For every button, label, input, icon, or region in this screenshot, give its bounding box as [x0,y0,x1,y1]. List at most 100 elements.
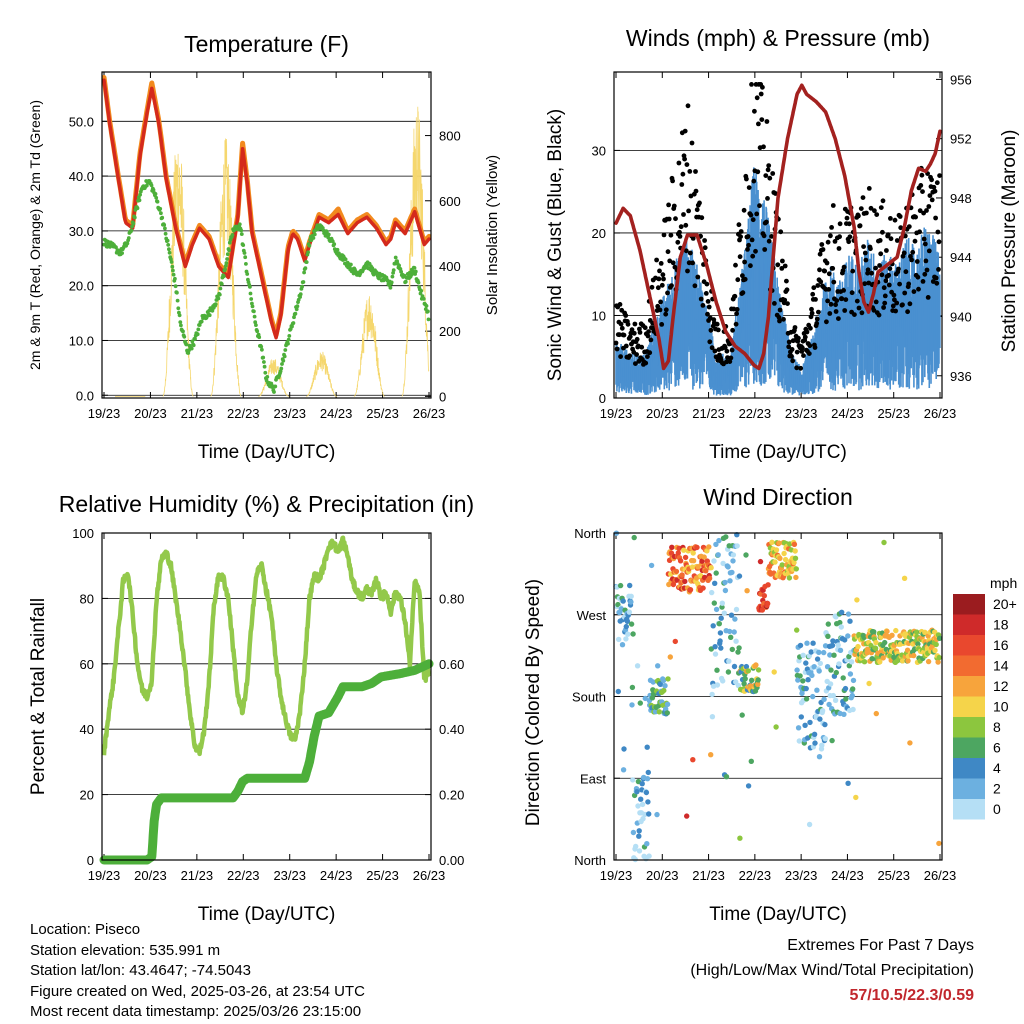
chart-title: Winds (mph) & Pressure (mb) [626,25,930,51]
direction-point [753,662,759,668]
direction-point [655,663,661,669]
dewpoint-point [225,257,230,261]
chart-title: Temperature (F) [184,31,349,57]
gust-point [846,239,852,245]
dewpoint-point [163,231,168,236]
direction-point [816,649,822,655]
gust-point [627,334,633,340]
gust-point [665,290,670,296]
dewpoint-point [191,343,196,348]
gust-point [924,208,929,213]
direction-point [829,642,836,649]
x-tick-label: 23/23 [785,406,818,421]
gust-point [778,229,784,235]
direction-point [615,601,621,608]
dewpoint-point [255,329,260,334]
dewpoint-point [158,206,163,211]
gust-point [777,307,783,313]
dewpoint-point [399,269,403,274]
direction-point [771,669,777,675]
direction-point [615,688,621,695]
gust-point [792,325,798,330]
gust-point [876,312,882,318]
dewpoint-point [262,364,267,369]
x-tick-label: 19/23 [88,868,121,883]
direction-point [699,558,705,564]
gust-point [850,268,856,274]
gust-point [769,234,774,239]
dewpoint-point [426,317,431,322]
dewpoint-point [349,262,353,267]
gust-point [708,327,714,333]
gust-point [837,234,842,240]
direction-point [679,572,685,578]
legend-swatch [953,717,985,738]
direction-point [873,710,879,717]
gust-point [882,300,888,306]
direction-point [866,680,872,687]
direction-point [661,687,667,694]
dewpoint-point [129,228,134,233]
dewpoint-point [294,307,299,312]
gust-point [808,314,814,320]
gust-point [754,95,760,101]
direction-point [772,559,778,565]
precip-line [99,659,434,865]
direction-point [745,783,752,789]
gust-point [705,311,710,317]
gust-point [732,293,738,299]
y-tick-label: South [572,690,606,705]
gust-point [926,248,932,254]
x-tick-label: 22/23 [227,868,260,883]
legend-label: 6 [993,740,1001,756]
gust-point [705,299,711,304]
direction-point [664,701,671,707]
direction-point [797,673,803,679]
gust-point [754,211,760,217]
direction-point [733,638,739,644]
gust-point [858,206,864,212]
x-tick-label: 22/23 [227,406,260,421]
plot-border [101,532,432,861]
gust-point [763,173,769,179]
dewpoint-point [293,311,298,316]
gust-point [727,359,733,364]
gust-point [764,119,770,124]
direction-point [755,667,762,673]
direction-point [835,642,841,648]
direction-point [623,636,629,642]
direction-point [713,570,719,576]
direction-point [846,663,852,669]
gust-point [833,309,839,314]
gust-point [883,278,889,284]
gust-point [685,103,691,109]
y2-tick-label: 0.40 [439,722,464,737]
gust-point [868,246,873,252]
gust-point [841,288,846,293]
gust-point [745,247,750,252]
gust-point [932,188,938,194]
direction-point [620,598,626,604]
gust-point [765,167,771,173]
gust-point [634,352,639,357]
gust-point [654,257,659,263]
gust-point [724,348,730,354]
direction-point [712,644,718,650]
direction-point [636,833,642,839]
direction-point [807,719,813,726]
gust-point [861,244,866,250]
direction-point [822,721,828,728]
gust-point [846,221,852,227]
direction-point [687,587,694,593]
gust-point [647,350,653,356]
direction-point [849,692,855,699]
direction-point [765,582,771,588]
direction-point [761,593,767,599]
direction-point [827,681,834,687]
dewpoint-point [426,309,430,314]
direction-point [817,660,823,667]
dewpoint-point [227,248,232,253]
x-tick-label: 19/23 [88,406,121,421]
gust-point [808,325,813,331]
dewpoint-point [302,270,306,275]
